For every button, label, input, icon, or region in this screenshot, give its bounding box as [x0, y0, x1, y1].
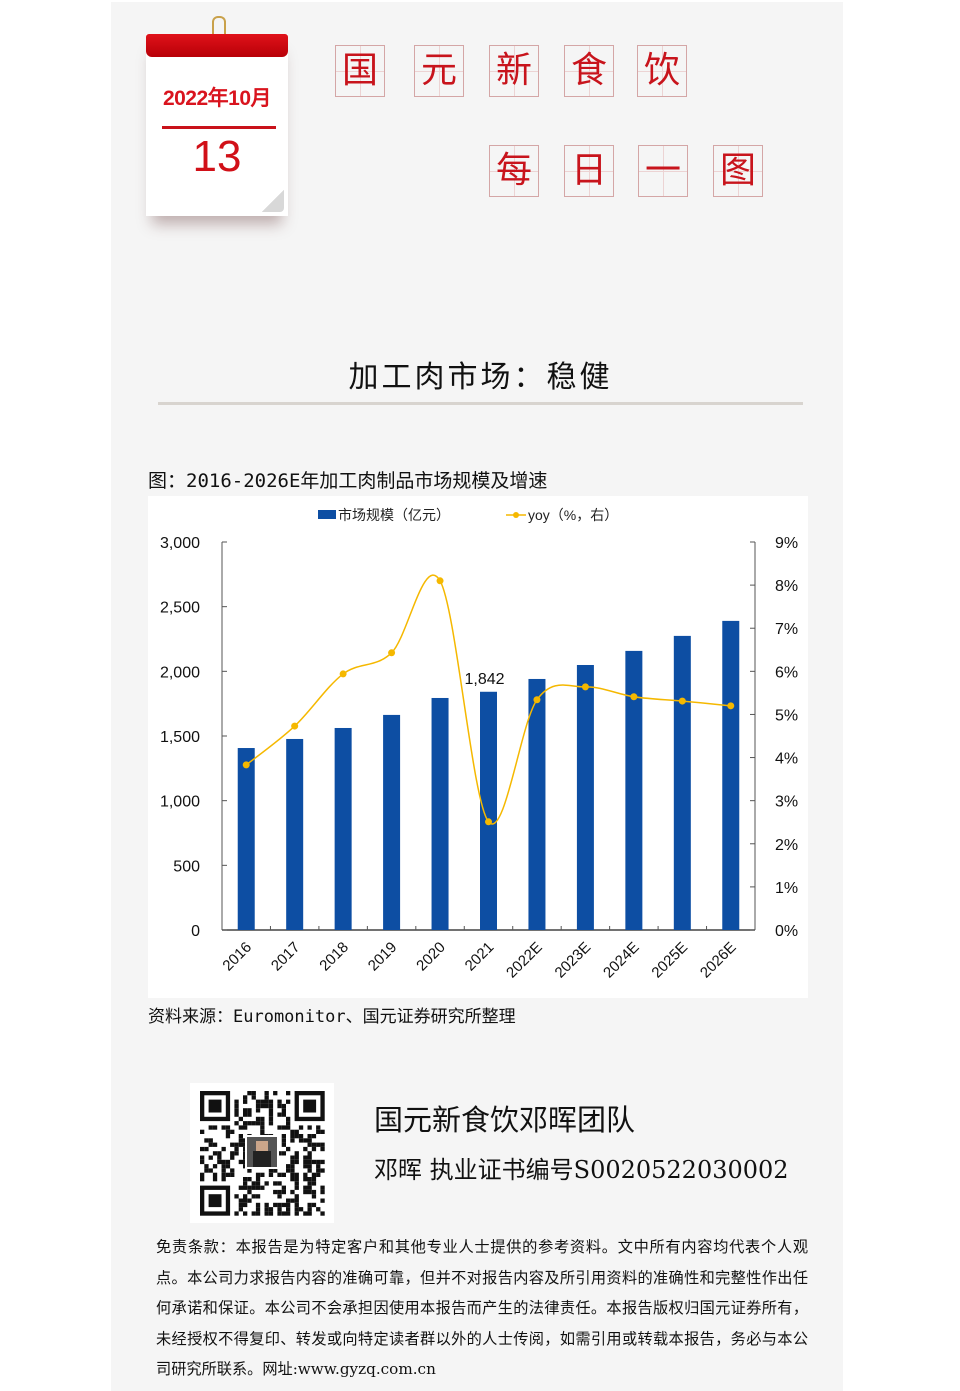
analyst-certificate: 邓晖 执业证书编号S0020522030002 — [374, 1156, 789, 1184]
yoy-marker — [630, 693, 638, 701]
bar — [528, 678, 546, 930]
yoy-marker — [436, 577, 444, 585]
x-axis-tick-label: 2020 — [413, 939, 449, 975]
bar — [625, 650, 643, 930]
y-axis-tick-label: 0 — [191, 923, 200, 940]
title-char-box: 一 — [638, 145, 688, 197]
title-char-box: 食 — [564, 45, 614, 97]
legend-bar-swatch — [318, 510, 336, 519]
title-char: 一 — [644, 150, 681, 191]
title-char: 每 — [495, 150, 532, 191]
y-axis-tick-label: 2,500 — [160, 600, 200, 617]
title-char-box: 元 — [414, 45, 464, 97]
y2-axis-tick-label: 2% — [775, 837, 798, 854]
y-axis-tick-label: 1,000 — [160, 794, 200, 811]
page-heading: 加工肉市场：稳健 — [348, 360, 613, 395]
x-axis-tick-label: 2022E — [503, 939, 546, 982]
legend-bar-label: 市场规模（亿元） — [338, 507, 450, 523]
legend-line-marker — [513, 512, 519, 518]
x-axis-tick-label: 2026E — [697, 939, 740, 982]
yoy-marker — [388, 649, 396, 657]
chart-container: 市场规模（亿元） yoy（%，右） 0 500 1,000 1,500 2,000 2,500… — [148, 496, 808, 998]
combo-chart: 市场规模（亿元） yoy（%，右） 0 500 1,000 1,500 2,000 2,500… — [160, 507, 798, 982]
title-char: 新 — [495, 50, 532, 91]
bar — [383, 714, 401, 930]
x-axis-tick-label: 2024E — [600, 939, 643, 982]
y-axis-tick-label: 2,000 — [160, 664, 200, 681]
x-axis-tick-label: 2025E — [648, 939, 691, 982]
bar — [576, 664, 594, 930]
calendar-widget: 2022年10月 13 — [146, 16, 288, 216]
y-axis-tick-label: 500 — [173, 858, 200, 875]
y2-axis-tick-label: 5% — [775, 707, 798, 724]
title-char-box: 每 — [489, 145, 539, 197]
title-char-box: 日 — [564, 145, 614, 197]
y-axis-tick-label: 3,000 — [160, 535, 200, 552]
title-char-box: 新 — [489, 45, 539, 97]
page-curl-icon — [262, 190, 284, 212]
y2-axis-tick-label: 9% — [775, 535, 798, 552]
legend-line-label: yoy（%，右） — [528, 507, 618, 523]
y2-axis-tick-label: 4% — [775, 751, 798, 768]
yoy-marker — [485, 818, 492, 826]
figure-title: 图：2016-2026E年加工肉制品市场规模及增速 — [148, 470, 548, 492]
title-char: 日 — [570, 150, 607, 191]
bar — [480, 691, 497, 930]
yoy-marker — [339, 670, 347, 678]
y-axis-tick-label: 1,500 — [160, 729, 200, 746]
bar — [237, 748, 255, 930]
bar — [722, 620, 740, 930]
title-char: 饮 — [643, 50, 680, 91]
yoy-marker — [727, 702, 735, 710]
bar — [286, 738, 304, 930]
y2-axis-tick-label: 0% — [775, 923, 798, 940]
title-char-box: 国 — [335, 45, 385, 97]
calendar-day: 13 — [192, 132, 242, 181]
qr-code-icon — [200, 1091, 325, 1216]
title-char-box: 图 — [713, 145, 763, 197]
data-label: 1,842 — [464, 671, 504, 688]
y2-axis-tick-label: 6% — [775, 664, 798, 681]
heading-divider — [158, 402, 803, 405]
title-char-box: 饮 — [637, 45, 687, 97]
source-note: 资料来源：Euromonitor、国元证券研究所整理 — [148, 1007, 516, 1027]
yoy-marker — [533, 696, 541, 704]
bar — [673, 635, 691, 930]
y2-axis-tick-label: 8% — [775, 578, 798, 595]
title-char: 国 — [341, 50, 378, 91]
disclaimer-text: 免责条款：本报告是为特定客户和其他专业人士提供的参考资料。文中所有内容均代表个人… — [156, 1238, 808, 1378]
calendar-divider — [162, 126, 276, 129]
title-char: 元 — [420, 50, 457, 91]
x-axis-tick-label: 2017 — [268, 939, 304, 975]
x-axis-tick-label: 2016 — [219, 939, 255, 975]
yoy-marker — [581, 683, 589, 691]
team-name: 国元新食饮邓晖团队 — [374, 1103, 636, 1137]
y2-axis-tick-label: 3% — [775, 794, 798, 811]
calendar-year-month: 2022年10月 — [162, 87, 272, 110]
title-char: 图 — [719, 150, 756, 191]
x-axis-tick-label: 2019 — [365, 939, 401, 975]
bar — [334, 727, 352, 930]
title-char: 食 — [570, 50, 607, 91]
calendar-ring-icon — [212, 16, 226, 40]
calendar-header-bar — [146, 34, 288, 57]
x-axis-tick-label: 2023E — [552, 939, 595, 982]
yoy-marker — [242, 761, 250, 769]
y2-axis-tick-label: 1% — [775, 880, 798, 897]
qr-code[interactable] — [190, 1083, 334, 1223]
yoy-marker — [678, 697, 686, 705]
x-axis-tick-label: 2021 — [462, 939, 498, 975]
x-axis-tick-label: 2018 — [316, 939, 352, 975]
bar — [431, 697, 449, 930]
yoy-marker — [291, 722, 299, 730]
y2-axis-tick-label: 7% — [775, 621, 798, 638]
